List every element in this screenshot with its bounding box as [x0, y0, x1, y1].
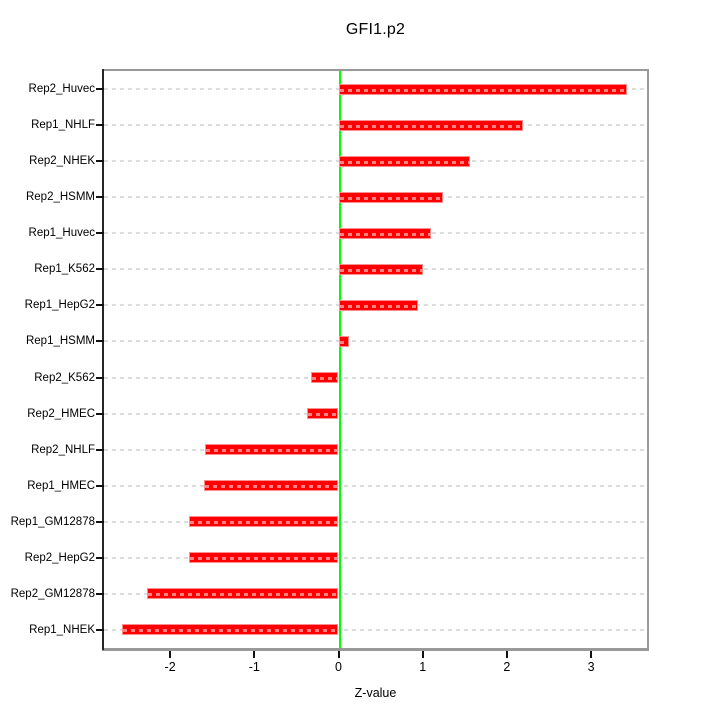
- bar-Rep2_GM12878: [147, 588, 339, 600]
- y-tick: [96, 592, 104, 595]
- x-tick: [505, 651, 508, 658]
- x-tick: [337, 651, 340, 658]
- bar-dash-pattern: [190, 557, 338, 561]
- y-label-Rep2_K562: Rep2_K562: [34, 371, 95, 384]
- y-label-Rep2_NHLF: Rep2_NHLF: [31, 443, 95, 456]
- x-tick-label--2: -2: [164, 660, 176, 674]
- bar-Rep1_Huvec: [338, 227, 432, 239]
- bar-dash-pattern: [311, 377, 338, 381]
- y-tick: [96, 628, 104, 631]
- x-tick-label-1: 1: [419, 660, 427, 674]
- bar-Rep1_HMEC: [203, 480, 339, 492]
- plot-border-top: [102, 69, 649, 71]
- bar-Rep1_NHLF: [338, 119, 523, 131]
- bar-Rep2_NHLF: [204, 444, 339, 456]
- bar-dash-pattern: [339, 268, 422, 272]
- plot-border-left: [102, 69, 104, 650]
- bar-Rep2_Huvec: [338, 83, 628, 95]
- bar-dash-pattern: [339, 196, 442, 200]
- bar-dash-pattern: [339, 160, 469, 164]
- gridline: [104, 592, 647, 595]
- bar-Rep1_HSMM: [338, 335, 349, 347]
- y-tick: [96, 412, 104, 415]
- y-label-Rep1_K562: Rep1_K562: [34, 263, 95, 276]
- bar-dash-pattern: [148, 593, 338, 597]
- y-tick: [96, 556, 104, 559]
- x-tick: [169, 651, 172, 658]
- bar-dash-pattern: [339, 232, 431, 236]
- y-label-Rep1_HepG2: Rep1_HepG2: [24, 299, 95, 312]
- y-label-Rep2_GM12878: Rep2_GM12878: [10, 587, 95, 600]
- y-label-Rep2_HSMM: Rep2_HSMM: [25, 191, 95, 204]
- x-tick: [421, 651, 424, 658]
- bar-Rep1_NHEK: [122, 624, 339, 636]
- x-tick-label-3: 3: [587, 660, 595, 674]
- bar-dash-pattern: [339, 340, 348, 344]
- gridline: [104, 628, 647, 631]
- y-tick: [96, 448, 104, 451]
- bar-dash-pattern: [189, 521, 338, 525]
- zero-reference-line: [338, 71, 341, 648]
- bar-Rep1_K562: [338, 263, 423, 275]
- x-tick: [253, 651, 256, 658]
- bar-Rep2_HSMM: [338, 191, 443, 203]
- y-tick: [96, 340, 104, 343]
- y-label-Rep2_NHEK: Rep2_NHEK: [29, 155, 95, 168]
- y-label-Rep1_GM12878: Rep1_GM12878: [10, 515, 95, 528]
- bar-dash-pattern: [308, 413, 338, 417]
- gridline: [104, 448, 647, 451]
- x-tick-label--1: -1: [248, 660, 260, 674]
- y-label-Rep2_HMEC: Rep2_HMEC: [27, 407, 95, 420]
- y-tick: [96, 160, 104, 163]
- plot-border-right: [647, 69, 649, 650]
- y-tick: [96, 124, 104, 127]
- x-tick: [590, 651, 593, 658]
- y-tick: [96, 376, 104, 379]
- y-tick: [96, 232, 104, 235]
- bar-Rep2_HepG2: [189, 552, 339, 564]
- y-tick: [96, 484, 104, 487]
- gridline: [104, 340, 647, 343]
- plot-border-bottom: [102, 648, 649, 651]
- y-tick: [96, 196, 104, 199]
- y-label-Rep2_HepG2: Rep2_HepG2: [24, 551, 95, 564]
- bar-dash-pattern: [123, 629, 338, 633]
- bar-Rep1_GM12878: [188, 516, 339, 528]
- y-label-Rep1_Huvec: Rep1_Huvec: [28, 227, 95, 240]
- bar-dash-pattern: [204, 485, 338, 489]
- gridline: [104, 376, 647, 379]
- bar-dash-pattern: [205, 449, 338, 453]
- gridline: [104, 484, 647, 487]
- y-label-Rep1_NHEK: Rep1_NHEK: [29, 623, 95, 636]
- y-label-Rep1_HMEC: Rep1_HMEC: [27, 479, 95, 492]
- chart-title: GFI1.p2: [345, 21, 406, 38]
- bar-dash-pattern: [339, 124, 522, 128]
- bar-Rep1_HepG2: [338, 299, 418, 311]
- gridline: [104, 412, 647, 415]
- y-tick: [96, 88, 104, 91]
- x-tick-label-2: 2: [503, 660, 511, 674]
- x-axis-title: Z-value: [354, 686, 397, 700]
- bar-Rep2_HMEC: [307, 408, 339, 420]
- bar-Rep2_K562: [310, 372, 339, 384]
- y-tick: [96, 304, 104, 307]
- y-label-Rep2_Huvec: Rep2_Huvec: [28, 83, 95, 96]
- y-tick: [96, 520, 104, 523]
- gridline: [104, 520, 647, 523]
- y-tick: [96, 268, 104, 271]
- bar-dash-pattern: [339, 304, 417, 308]
- x-tick-label-0: 0: [335, 660, 342, 674]
- plot-area: [102, 69, 649, 651]
- bar-Rep2_NHEK: [338, 155, 470, 167]
- gridline: [104, 556, 647, 559]
- bar-dash-pattern: [339, 88, 627, 92]
- y-label-Rep1_NHLF: Rep1_NHLF: [31, 119, 95, 132]
- y-label-Rep1_HSMM: Rep1_HSMM: [25, 335, 95, 348]
